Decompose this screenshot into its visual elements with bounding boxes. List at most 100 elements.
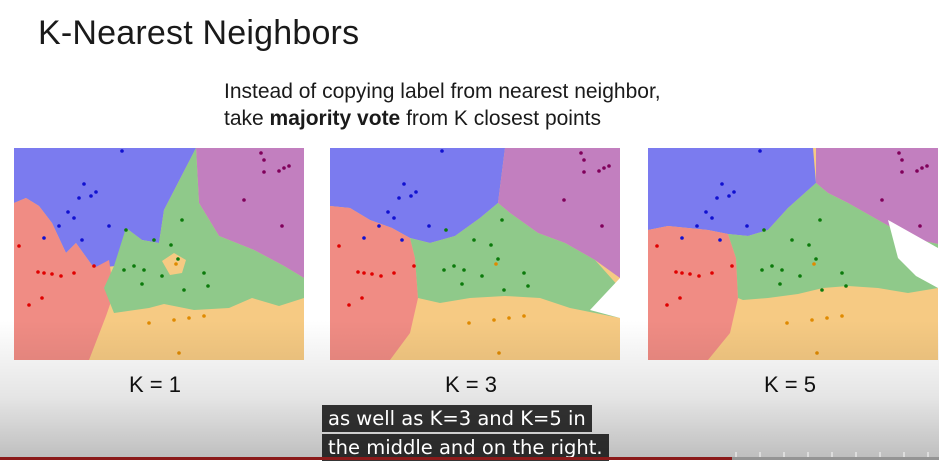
training-point — [897, 151, 901, 155]
k3-points — [337, 149, 611, 355]
training-point — [180, 218, 184, 222]
training-point — [147, 321, 151, 325]
training-point — [187, 316, 191, 320]
k1-points — [17, 149, 291, 355]
training-point — [40, 296, 44, 300]
training-point — [94, 190, 98, 194]
training-point — [202, 314, 206, 318]
training-point — [242, 198, 246, 202]
subtitle-bold: majority vote — [269, 107, 401, 130]
training-point — [59, 274, 63, 278]
training-point — [452, 264, 456, 268]
training-point — [262, 170, 266, 174]
training-point — [400, 238, 404, 242]
subtitle-pre: take — [224, 107, 270, 130]
training-point — [206, 284, 210, 288]
training-point — [680, 236, 684, 240]
training-point — [42, 271, 46, 275]
training-point — [80, 238, 84, 242]
training-point — [397, 196, 401, 200]
training-point — [925, 164, 929, 168]
training-point — [758, 149, 762, 153]
training-point — [412, 264, 416, 268]
training-point — [704, 210, 708, 214]
closed-captions: as well as K=3 and K=5 in the middle and… — [322, 405, 609, 461]
training-point — [715, 196, 719, 200]
training-point — [337, 244, 341, 248]
training-point — [169, 243, 173, 247]
panel-label-k3: K = 3 — [445, 372, 497, 397]
training-point — [36, 270, 40, 274]
training-point — [360, 296, 364, 300]
training-point — [362, 236, 366, 240]
training-point — [678, 296, 682, 300]
slide-subtitle: Instead of copying label from nearest ne… — [224, 78, 661, 132]
training-point — [379, 274, 383, 278]
decision-boundary-k5 — [648, 148, 938, 360]
training-point — [460, 282, 464, 286]
training-point — [496, 257, 500, 261]
training-point — [492, 318, 496, 322]
training-point — [730, 264, 734, 268]
training-point — [718, 238, 722, 242]
training-point — [177, 351, 181, 355]
training-point — [442, 268, 446, 272]
training-point — [500, 218, 504, 222]
training-point — [655, 244, 659, 248]
training-point — [494, 262, 498, 266]
training-point — [89, 194, 93, 198]
chapter-markers — [735, 452, 935, 457]
training-point — [770, 264, 774, 268]
training-point — [82, 182, 86, 186]
training-point — [377, 224, 381, 228]
training-point — [814, 257, 818, 261]
training-point — [50, 272, 54, 276]
training-point — [745, 224, 749, 228]
training-point — [42, 236, 46, 240]
training-point — [918, 224, 922, 228]
training-point — [818, 218, 822, 222]
training-point — [762, 228, 766, 232]
training-point — [182, 288, 186, 292]
training-point — [370, 272, 374, 276]
training-point — [282, 166, 286, 170]
training-point — [526, 284, 530, 288]
training-point — [597, 169, 601, 173]
training-point — [262, 158, 266, 162]
training-point — [17, 244, 21, 248]
decision-boundary-k3 — [330, 148, 620, 360]
training-point — [697, 274, 701, 278]
training-point — [277, 169, 281, 173]
training-point — [57, 224, 61, 228]
training-point — [77, 196, 81, 200]
training-point — [710, 271, 714, 275]
progress-bar-fill[interactable] — [0, 457, 733, 460]
training-point — [688, 272, 692, 276]
training-point — [680, 271, 684, 275]
training-point — [72, 271, 76, 275]
training-point — [27, 303, 31, 307]
training-point — [140, 282, 144, 286]
training-point — [807, 243, 811, 247]
training-point — [66, 210, 70, 214]
training-point — [356, 270, 360, 274]
training-point — [392, 216, 396, 220]
training-point — [409, 194, 413, 198]
training-point — [72, 216, 76, 220]
training-point — [467, 321, 471, 325]
training-point — [732, 190, 736, 194]
training-point — [142, 268, 146, 272]
training-point — [174, 262, 178, 266]
training-point — [472, 238, 476, 242]
training-point — [160, 274, 164, 278]
training-point — [607, 164, 611, 168]
training-point — [602, 166, 606, 170]
training-point — [92, 264, 96, 268]
training-point — [778, 282, 782, 286]
training-point — [522, 271, 526, 275]
training-point — [522, 314, 526, 318]
training-point — [840, 314, 844, 318]
training-point — [820, 288, 824, 292]
training-point — [790, 238, 794, 242]
training-point — [810, 318, 814, 322]
